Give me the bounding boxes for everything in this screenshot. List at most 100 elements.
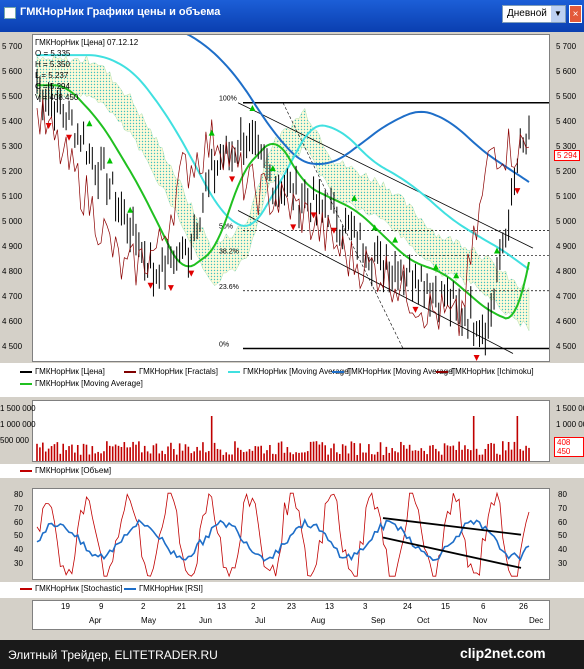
legend-swatch xyxy=(332,370,344,373)
volume-bar xyxy=(167,446,169,461)
volume-bar xyxy=(228,454,230,461)
volume-bar xyxy=(516,416,519,461)
footer-bar: Элитный Трейдер, ELITETRADER.RU clip2net… xyxy=(0,640,584,669)
volume-bar xyxy=(414,450,417,461)
ma-slow-line xyxy=(186,35,530,183)
chevron-down-icon[interactable]: ▼ xyxy=(551,6,565,22)
volume-bar xyxy=(161,450,163,461)
volume-bar xyxy=(62,443,65,461)
volume-bar xyxy=(210,416,213,461)
oscillator-tick-label: 70 xyxy=(558,503,567,513)
price-tick-label: 5 700 xyxy=(556,41,577,51)
price-tick-label: 5 300 xyxy=(2,141,23,151)
price-chart: 100% 50% 38.2% 23.6% 0% xyxy=(36,35,549,361)
ma-mid-line xyxy=(37,54,530,271)
volume-bar xyxy=(39,447,41,461)
volume-bar xyxy=(336,452,338,461)
legend-label: ГМКНорНик [Moving Average] xyxy=(243,367,351,376)
price-tick-label: 5 500 xyxy=(2,91,23,101)
time-day-label: 2 xyxy=(141,602,146,611)
price-tick-label: 4 800 xyxy=(2,267,23,277)
volume-bar xyxy=(301,452,303,461)
time-month-label: Aug xyxy=(311,616,326,625)
fractal-up-arrow xyxy=(493,247,500,254)
price-tick-label: 5 200 xyxy=(556,166,577,176)
price-tick-label: 5 100 xyxy=(2,192,23,201)
time-day-label: 13 xyxy=(325,602,334,611)
volume-bar xyxy=(382,454,385,461)
volume-bar xyxy=(50,446,53,461)
volume-bar xyxy=(135,444,137,461)
price-chart-panel: 100% 50% 38.2% 23.6% 0% ГМКНорНик [Цена] 07.… xyxy=(32,34,550,362)
volume-bar xyxy=(181,450,184,461)
time-month-label: Oct xyxy=(417,616,430,625)
fractal-down-arrow xyxy=(330,227,337,234)
volume-bar xyxy=(423,450,425,461)
volume-tick-label: 1 500 000 xyxy=(0,404,36,413)
volume-bar xyxy=(117,445,120,461)
legend-swatch xyxy=(228,370,240,373)
close-button[interactable]: × xyxy=(569,5,582,23)
price-axis-right: 5 700 5 600 5 500 5 400 5 300 5 200 5 100 5 000… xyxy=(552,34,584,362)
ohlc-volume: V = 408.450 xyxy=(35,93,79,102)
volume-bar xyxy=(458,441,460,461)
window-titlebar: ГМКНорНик Графики цены и объема Дневной … xyxy=(0,0,584,32)
volume-bar xyxy=(411,450,414,461)
oscillator-chart xyxy=(36,491,530,578)
legend-label: ГМКНорНик [RSI] xyxy=(139,584,203,593)
volume-legend: ГМКНорНик [Объем] xyxy=(0,464,584,478)
stochastic-line xyxy=(36,491,530,578)
time-day-label: 3 xyxy=(363,602,368,611)
period-select[interactable]: Дневной ▼ xyxy=(502,5,566,23)
price-tick-label: 5 000 xyxy=(2,217,23,227)
volume-bar xyxy=(429,445,431,461)
volume-bar xyxy=(91,446,94,461)
oscillator-tick-label: 80 xyxy=(14,489,23,499)
period-value: Дневной xyxy=(507,8,547,19)
volume-bar xyxy=(68,446,70,461)
volume-bar xyxy=(132,441,134,461)
volume-bar xyxy=(245,451,248,461)
volume-bar xyxy=(184,444,187,461)
volume-bar xyxy=(435,448,437,461)
volume-bar xyxy=(461,449,463,461)
fractal-up-arrow xyxy=(127,206,134,213)
fractal-down-arrow xyxy=(473,354,480,361)
volume-bar xyxy=(499,454,501,461)
volume-tick-label: 1 000 000 xyxy=(556,420,584,429)
volume-bar xyxy=(344,445,347,461)
fractal-down-arrow xyxy=(412,306,419,313)
volume-bar xyxy=(362,452,364,461)
volume-bar xyxy=(196,446,198,461)
price-tick-label: 4 500 xyxy=(556,342,577,352)
volume-bar xyxy=(420,448,423,461)
volume-bar xyxy=(408,444,411,461)
price-tick-label: 5 600 xyxy=(556,66,577,76)
price-tick-label: 4 900 xyxy=(2,242,23,252)
volume-bar xyxy=(178,443,181,461)
volume-bar xyxy=(47,448,50,461)
volume-bar xyxy=(475,448,478,461)
volume-bar xyxy=(417,450,420,461)
oscillator-legend: ГМКНорНик [Stochastic] ГМКНорНик [RSI] xyxy=(0,582,584,598)
volume-bar xyxy=(219,449,222,461)
volume-bar xyxy=(324,445,327,461)
fractal-down-arrow xyxy=(45,122,52,129)
legend-item: ГМКНорНик [Moving Average] xyxy=(332,367,455,376)
volume-bar xyxy=(149,453,152,461)
volume-bar xyxy=(289,452,292,461)
volume-bar xyxy=(138,441,140,461)
time-day-label: 6 xyxy=(481,602,486,611)
ohlc-readout: ГМКНорНик [Цена] 07.12.12 O = 5.335 H = … xyxy=(35,37,138,103)
volume-bar xyxy=(403,445,405,461)
ohlc-header: ГМКНорНик [Цена] 07.12.12 xyxy=(35,38,139,47)
volume-bar xyxy=(254,446,257,461)
volume-bar xyxy=(213,442,216,461)
volume-bar xyxy=(359,443,361,461)
legend-swatch xyxy=(124,587,136,590)
fib-level-label: 100% xyxy=(219,96,237,103)
volume-bar xyxy=(426,454,428,461)
fractal-down-arrow xyxy=(514,188,521,195)
legend-item: ГМКНорНик [Fractals] xyxy=(124,367,218,376)
time-day-label: 21 xyxy=(177,602,186,611)
